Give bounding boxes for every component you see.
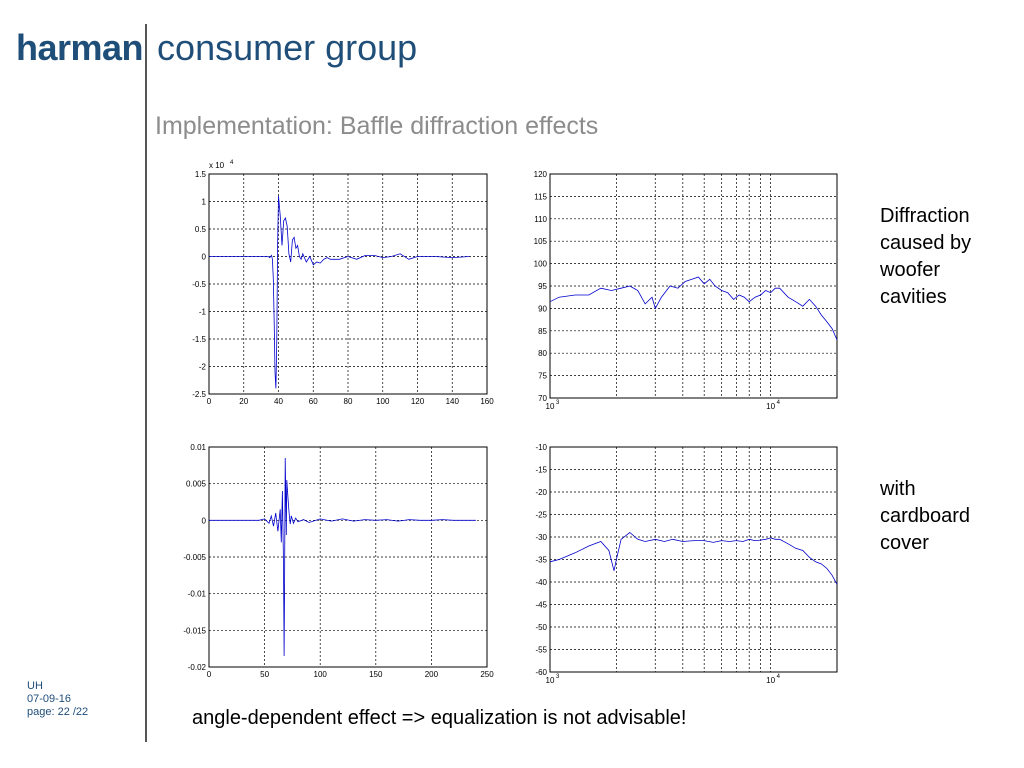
side-note-line: cover	[880, 532, 929, 554]
logo-light-text: consumer group	[157, 27, 418, 68]
x-tick-label: 10	[546, 676, 555, 685]
y-scale-exponent: 4	[230, 160, 234, 166]
x-tick-label: 10	[766, 402, 775, 411]
y-tick-label: 1.5	[195, 170, 207, 179]
y-tick-label: -0.5	[192, 280, 206, 289]
conclusion-text: angle-dependent effect => equalization i…	[192, 707, 687, 729]
x-tick-label: 160	[480, 397, 494, 406]
y-tick-label: -10	[535, 443, 547, 452]
x-tick-label: 20	[239, 397, 248, 406]
y-tick-label: 90	[538, 304, 547, 313]
data-series-line	[209, 457, 476, 657]
y-tick-label: 100	[534, 260, 548, 269]
y-tick-label: -55	[535, 646, 547, 655]
data-series-line	[549, 276, 838, 340]
x-tick-exponent: 3	[556, 674, 560, 680]
x-tick-label: 120	[411, 397, 425, 406]
plot-frame	[549, 173, 838, 399]
x-tick-label: 50	[260, 670, 269, 679]
side-note-line: with	[880, 478, 916, 500]
y-tick-label: -45	[535, 601, 547, 610]
y-tick-label: -1.5	[192, 335, 206, 344]
y-tick-label: -30	[535, 533, 547, 542]
y-tick-label: 0.005	[186, 480, 207, 489]
logo-bold-text: harman	[16, 27, 144, 68]
y-tick-label: 0	[202, 516, 207, 525]
x-tick-label: 250	[480, 670, 494, 679]
footer-page: page: 22 /22	[27, 706, 89, 718]
x-tick-exponent: 3	[556, 400, 560, 406]
y-tick-label: -40	[535, 578, 547, 587]
y-tick-label: -0.02	[188, 663, 207, 672]
side-note-bottom: with cardboard cover	[880, 476, 970, 557]
harman-logo: harman consumer group	[16, 28, 417, 68]
side-note-line: woofer	[880, 259, 941, 281]
x-tick-label: 100	[314, 670, 328, 679]
side-note-top: Diffraction caused by woofer cavities	[880, 203, 971, 311]
y-tick-label: -35	[535, 556, 547, 565]
y-tick-label: -2	[199, 363, 207, 372]
x-tick-label: 140	[446, 397, 460, 406]
y-tick-label: 75	[538, 372, 547, 381]
x-tick-label: 200	[425, 670, 439, 679]
y-tick-label: 105	[534, 237, 548, 246]
data-series-line	[209, 195, 470, 389]
y-tick-label: 0.01	[190, 443, 206, 452]
y-tick-label: -0.005	[183, 553, 206, 562]
x-tick-label: 60	[309, 397, 318, 406]
side-note-line: caused by	[880, 232, 972, 254]
side-note-line: cavities	[880, 286, 947, 308]
x-tick-label: 0	[207, 397, 212, 406]
x-tick-label: 150	[369, 670, 383, 679]
y-tick-label: -50	[535, 623, 547, 632]
y-tick-label: 85	[538, 327, 547, 336]
y-tick-label: 80	[538, 349, 547, 358]
x-tick-label: 10	[546, 402, 555, 411]
y-tick-label: -20	[535, 488, 547, 497]
y-tick-label: 0	[202, 253, 207, 262]
side-note-line: cardboard	[880, 505, 971, 527]
chart-1: 1.510.50-0.5-1-1.5-2-2.50 20 40 60 80 100 120 1…	[192, 160, 494, 406]
vertical-divider	[145, 24, 147, 742]
x-tick-label: 80	[344, 397, 353, 406]
y-tick-label: -0.01	[188, 590, 207, 599]
y-tick-label: 95	[538, 282, 547, 291]
y-tick-label: 120	[534, 170, 548, 179]
x-tick-label: 0	[207, 670, 212, 679]
slide-title: Implementation: Baffle diffraction effec…	[155, 112, 599, 140]
x-tick-label: 100	[376, 397, 390, 406]
x-tick-label: 10	[766, 676, 775, 685]
y-tick-label: 0.5	[195, 225, 207, 234]
x-tick-exponent: 4	[777, 400, 781, 406]
y-tick-label: -25	[535, 511, 547, 520]
y-tick-label: -1	[199, 308, 207, 317]
y-tick-label: -15	[535, 466, 547, 475]
footer-info: UH 07-09-16 page: 22 /22	[27, 680, 88, 719]
plot-frame	[208, 446, 488, 668]
side-note-line: Diffraction	[880, 205, 970, 227]
y-tick-label: -2.5	[192, 390, 206, 399]
data-series-line	[549, 531, 838, 585]
y-tick-label: 1	[202, 198, 207, 207]
y-scale-label: x 10	[209, 161, 225, 170]
x-tick-label: 40	[274, 397, 283, 406]
y-tick-label: -0.015	[183, 626, 206, 635]
footer-author: UH	[27, 680, 43, 692]
y-tick-label: 70	[538, 394, 547, 403]
y-tick-label: -60	[535, 668, 547, 677]
y-tick-label: 110	[534, 215, 547, 224]
footer-date: 07-09-16	[27, 693, 72, 705]
y-tick-label: 115	[534, 192, 547, 201]
plot-frame	[549, 446, 838, 673]
x-tick-exponent: 4	[777, 674, 781, 680]
